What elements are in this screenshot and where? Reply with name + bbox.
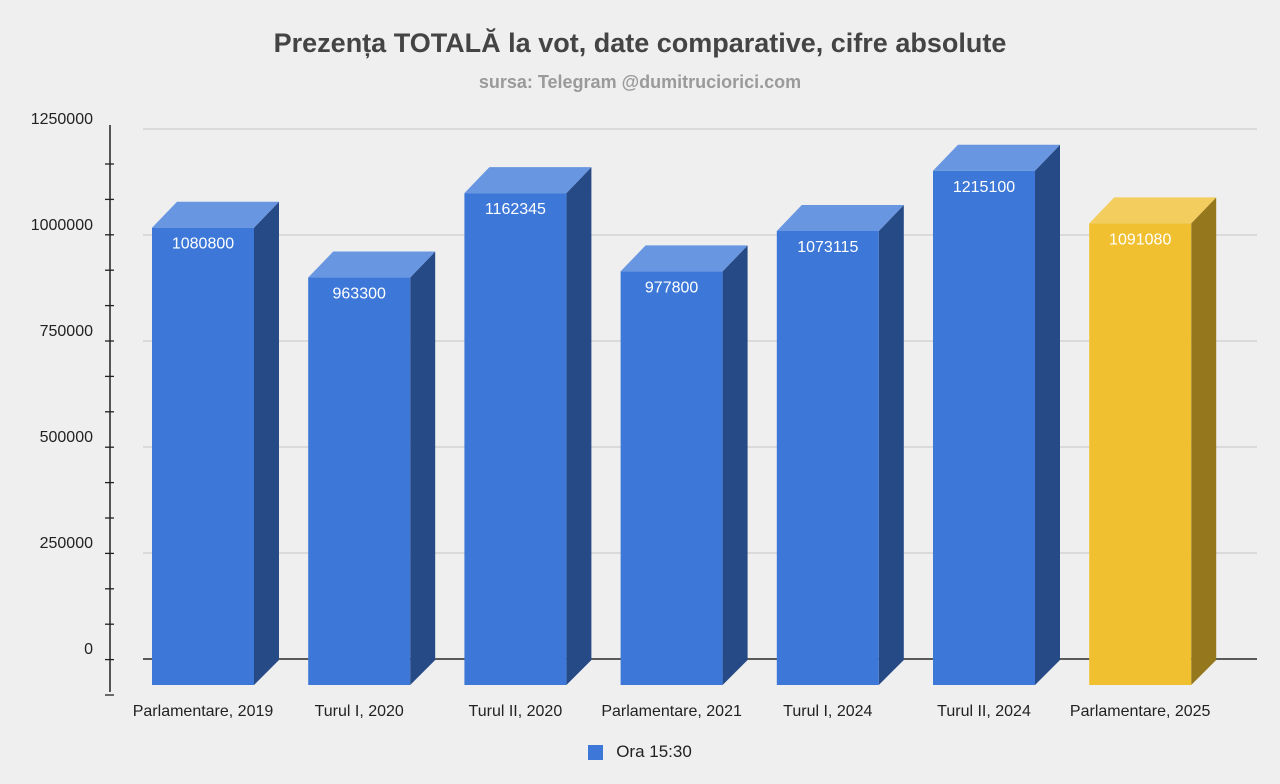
bar	[464, 193, 567, 686]
bar-side	[410, 251, 436, 686]
y-tick-label: 0	[84, 641, 93, 658]
legend-swatch	[588, 744, 604, 760]
data-label: 1080800	[172, 236, 234, 253]
data-label: 1091080	[1109, 231, 1171, 248]
x-category-label: Turul I, 2024	[783, 703, 872, 720]
bar-top	[308, 251, 436, 278]
bar-top	[620, 245, 748, 272]
x-category-label: Turul I, 2020	[315, 703, 404, 720]
y-tick-label: 750000	[40, 323, 93, 340]
bar-top	[776, 204, 904, 231]
legend: Ora 15:30	[0, 742, 1280, 762]
bar-top	[933, 144, 1060, 171]
data-label: 963300	[333, 286, 386, 303]
bar	[152, 227, 254, 686]
y-tick-label: 1000000	[31, 217, 93, 234]
data-label: 1162345	[485, 201, 546, 218]
y-tick-label: 1250000	[31, 111, 93, 128]
bar-top	[152, 201, 279, 228]
bar-side	[1191, 197, 1217, 685]
bar	[1089, 223, 1192, 685]
chart-title: Prezența TOTALĂ la vot, date comparative…	[273, 28, 1007, 58]
x-category-label: Parlamentare, 2019	[133, 703, 274, 720]
bar-side	[878, 204, 904, 685]
bar-side	[254, 201, 279, 686]
chart-subtitle: sursa: Telegram @dumitruciorici.com	[478, 72, 802, 92]
x-category-label: Parlamentare, 2025	[1070, 703, 1211, 720]
y-tick-label: 250000	[40, 535, 93, 552]
bar-side	[1035, 144, 1060, 685]
data-label: 977800	[645, 279, 698, 296]
bar-top	[1089, 197, 1217, 224]
x-category-label: Turul II, 2020	[469, 703, 563, 720]
bar	[308, 277, 411, 685]
bar-side	[566, 167, 592, 686]
data-label: 1215100	[953, 179, 1015, 196]
data-label: 1073115	[797, 239, 858, 256]
legend-label: Ora 15:30	[616, 742, 692, 761]
bar-side	[722, 245, 748, 686]
bar-top	[464, 167, 592, 194]
bar	[776, 230, 879, 685]
x-category-label: Parlamentare, 2021	[601, 703, 742, 720]
y-tick-label: 500000	[40, 429, 93, 446]
x-category-label: Turul II, 2024	[937, 703, 1031, 720]
bar	[933, 170, 1035, 685]
bar	[620, 271, 723, 685]
